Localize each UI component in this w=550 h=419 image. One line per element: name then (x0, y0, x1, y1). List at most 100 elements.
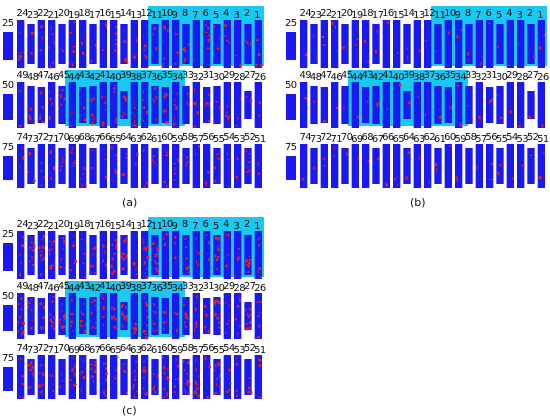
defect-mark (73, 161, 76, 165)
defect-mark (53, 264, 55, 266)
rod-bar (310, 148, 318, 184)
defect-mark (104, 394, 107, 397)
rod-number-label: 59 (172, 134, 184, 145)
rod-number-label: 19 (68, 221, 80, 232)
defect-mark (356, 115, 359, 119)
defect-mark (377, 157, 379, 161)
defect-mark (247, 390, 250, 394)
rod-number-label: 35 (161, 70, 173, 81)
defect-mark (29, 260, 31, 262)
rod-number-label: 5 (213, 221, 219, 232)
defect-mark (258, 101, 261, 104)
defect-mark (227, 158, 230, 160)
defect-mark (174, 62, 177, 65)
rod-bar (141, 231, 149, 279)
defect-mark (53, 261, 55, 264)
defect-mark (151, 242, 154, 245)
rod-number-label: 34 (455, 72, 467, 83)
defect-mark (105, 362, 107, 365)
defect-mark (62, 237, 65, 240)
defect-mark (173, 100, 175, 102)
rod-bar (203, 231, 211, 279)
rod-bar (234, 293, 242, 339)
defect-mark (73, 236, 75, 238)
defect-mark (121, 173, 125, 176)
defect-mark (245, 150, 247, 153)
defect-mark (100, 295, 104, 297)
rod-bar (110, 20, 118, 68)
defect-mark (71, 330, 74, 332)
defect-mark (30, 361, 33, 365)
rod-bar (172, 144, 180, 188)
rod-number-label: 71 (48, 134, 60, 145)
defect-mark (217, 256, 220, 258)
defect-mark (41, 250, 43, 253)
defect-mark (115, 117, 118, 121)
defect-mark (187, 383, 191, 386)
rod-number-label: 48 (27, 283, 39, 294)
rod-number-label: 16 (99, 8, 111, 19)
rod-number-label: 29 (223, 281, 235, 292)
defect-mark (43, 364, 45, 366)
rod-bar (58, 24, 66, 64)
rod-number-label: 18 (362, 8, 374, 19)
defect-mark (175, 313, 179, 316)
defect-mark (499, 163, 502, 167)
defect-mark (208, 102, 210, 105)
rod-number-label: 54 (223, 132, 235, 143)
defect-mark (245, 323, 249, 325)
rod-bar (434, 148, 442, 184)
defect-mark (28, 302, 31, 304)
defect-mark (239, 63, 242, 67)
defect-mark (227, 391, 229, 394)
defect-mark (343, 107, 345, 110)
defect-mark (48, 45, 50, 49)
defect-mark (103, 391, 105, 394)
defect-mark (214, 312, 217, 316)
defect-mark (156, 249, 159, 252)
rod-number-label: 57 (192, 345, 204, 356)
rod-number-label: 16 (99, 219, 111, 230)
rod-bar (234, 355, 242, 399)
defect-mark (146, 267, 148, 270)
defect-mark (225, 233, 227, 237)
defect-mark (183, 360, 185, 363)
defect-mark (121, 324, 124, 328)
rod-bar (192, 355, 200, 399)
rod-number-label: 38 (130, 283, 142, 294)
defect-mark (214, 303, 216, 306)
defect-mark (214, 392, 217, 395)
defect-mark (172, 123, 176, 126)
rod-bar (254, 82, 262, 128)
defect-mark (142, 106, 145, 109)
defect-mark (40, 25, 43, 28)
defect-mark (102, 297, 105, 300)
defect-mark (217, 363, 220, 367)
panel-b: 25 24 23 22 21 20 19 18 17 16 15 14 13 12 11 10 9 8 7 6 5 4 3 2… (285, 2, 550, 194)
rod-bar (455, 82, 463, 128)
rod-bar (192, 20, 200, 68)
rod-bar (182, 359, 190, 395)
defect-mark (21, 147, 24, 149)
defect-mark (71, 368, 75, 372)
defect-mark (49, 375, 51, 377)
rod-bar (130, 144, 138, 188)
defect-mark (367, 160, 369, 162)
rod-number-label: 22 (37, 219, 49, 230)
defect-mark (53, 41, 55, 44)
defect-mark (17, 58, 21, 61)
defect-mark (238, 247, 241, 250)
defect-mark (323, 157, 326, 160)
defect-mark (176, 328, 178, 333)
defect-mark (425, 40, 427, 42)
defect-mark (70, 312, 73, 315)
defect-mark (257, 53, 260, 56)
rod-bar (310, 24, 318, 64)
rod-number-label: 24 (17, 219, 29, 230)
defect-mark (195, 237, 197, 241)
rod-bar (382, 82, 390, 128)
defect-mark (336, 106, 339, 110)
defect-mark (164, 92, 168, 97)
defect-mark (224, 35, 227, 37)
rod-number-label: 27 (244, 281, 256, 292)
